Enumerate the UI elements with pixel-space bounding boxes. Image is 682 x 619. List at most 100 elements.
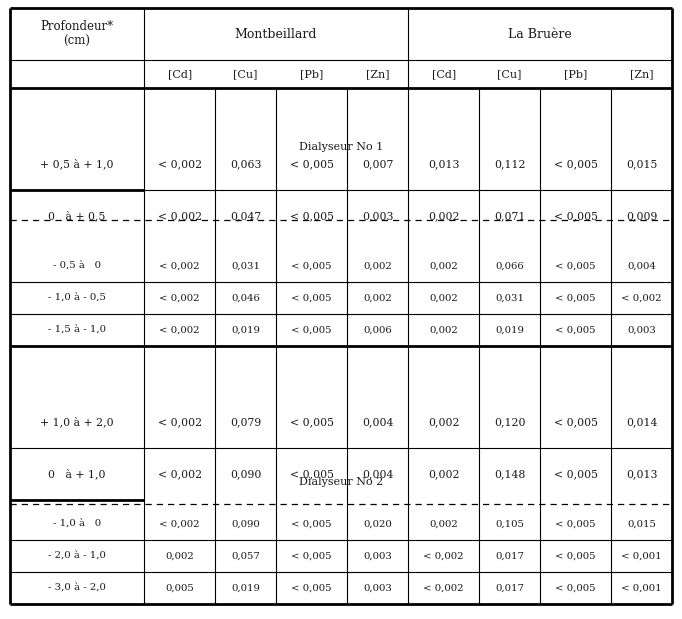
Text: < 0,005: < 0,005 bbox=[291, 519, 332, 529]
Text: < 0,001: < 0,001 bbox=[621, 584, 662, 592]
Text: < 0,002: < 0,002 bbox=[160, 519, 200, 529]
Text: 0,063: 0,063 bbox=[230, 159, 261, 169]
Text: < 0,005: < 0,005 bbox=[290, 417, 333, 427]
Text: 0,005: 0,005 bbox=[165, 584, 194, 592]
Text: < 0,002: < 0,002 bbox=[158, 159, 202, 169]
Text: [Cu]: [Cu] bbox=[233, 69, 258, 79]
Text: < 0,005: < 0,005 bbox=[291, 261, 332, 271]
Text: 0,002: 0,002 bbox=[429, 326, 458, 334]
Text: - 0,5 à   0: - 0,5 à 0 bbox=[53, 261, 101, 271]
Text: - 1,0 à - 0,5: - 1,0 à - 0,5 bbox=[48, 293, 106, 303]
Text: 0,007: 0,007 bbox=[362, 159, 394, 169]
Text: < 0,005: < 0,005 bbox=[554, 211, 597, 221]
Text: 0,004: 0,004 bbox=[362, 417, 394, 427]
Text: - 3,0 à - 2,0: - 3,0 à - 2,0 bbox=[48, 583, 106, 592]
Text: < 0,005: < 0,005 bbox=[554, 417, 597, 427]
Text: 0,004: 0,004 bbox=[627, 261, 656, 271]
Text: < 0,005: < 0,005 bbox=[555, 552, 596, 560]
Text: < 0,005: < 0,005 bbox=[291, 584, 332, 592]
Text: Montbeillard: Montbeillard bbox=[235, 27, 317, 40]
Text: 0,019: 0,019 bbox=[231, 584, 260, 592]
Text: < 0,002: < 0,002 bbox=[424, 584, 464, 592]
Text: 0,015: 0,015 bbox=[627, 519, 656, 529]
Text: 0,013: 0,013 bbox=[428, 159, 460, 169]
Text: 0,002: 0,002 bbox=[428, 469, 460, 479]
Text: 0,014: 0,014 bbox=[626, 417, 657, 427]
Text: < 0,005: < 0,005 bbox=[555, 519, 596, 529]
Text: + 0,5 à + 1,0: + 0,5 à + 1,0 bbox=[40, 158, 114, 170]
Text: 0,071: 0,071 bbox=[494, 211, 525, 221]
Text: [Pb]: [Pb] bbox=[564, 69, 587, 79]
Text: Dialyseur No 2: Dialyseur No 2 bbox=[299, 477, 383, 487]
Text: [Cd]: [Cd] bbox=[168, 69, 192, 79]
Text: 0,019: 0,019 bbox=[231, 326, 260, 334]
Text: [Zn]: [Zn] bbox=[629, 69, 653, 79]
Text: < 0,005: < 0,005 bbox=[290, 211, 333, 221]
Text: 0,020: 0,020 bbox=[364, 519, 392, 529]
Text: 0,002: 0,002 bbox=[364, 261, 392, 271]
Text: 0,047: 0,047 bbox=[230, 211, 261, 221]
Text: < 0,002: < 0,002 bbox=[158, 417, 202, 427]
Text: - 1,0 à   0: - 1,0 à 0 bbox=[53, 519, 101, 529]
Text: < 0,002: < 0,002 bbox=[158, 211, 202, 221]
Text: 0,148: 0,148 bbox=[494, 469, 525, 479]
Text: < 0,005: < 0,005 bbox=[291, 326, 332, 334]
Text: < 0,002: < 0,002 bbox=[621, 293, 662, 303]
Text: 0   à + 1,0: 0 à + 1,0 bbox=[48, 469, 106, 479]
Text: < 0,005: < 0,005 bbox=[291, 552, 332, 560]
Text: 0,090: 0,090 bbox=[230, 469, 261, 479]
Text: 0,003: 0,003 bbox=[627, 326, 656, 334]
Text: < 0,002: < 0,002 bbox=[160, 261, 200, 271]
Text: 0,120: 0,120 bbox=[494, 417, 525, 427]
Text: 0,003: 0,003 bbox=[364, 584, 392, 592]
Text: 0,017: 0,017 bbox=[495, 552, 524, 560]
Text: 0,017: 0,017 bbox=[495, 584, 524, 592]
Text: 0,003: 0,003 bbox=[362, 211, 394, 221]
Text: 0,031: 0,031 bbox=[231, 261, 260, 271]
Text: 0,002: 0,002 bbox=[165, 552, 194, 560]
Text: 0,002: 0,002 bbox=[428, 417, 460, 427]
Text: < 0,005: < 0,005 bbox=[555, 584, 596, 592]
Text: 0,015: 0,015 bbox=[626, 159, 657, 169]
Text: 0,002: 0,002 bbox=[429, 519, 458, 529]
Text: 0,046: 0,046 bbox=[231, 293, 260, 303]
Text: [Zn]: [Zn] bbox=[366, 69, 389, 79]
Text: 0,006: 0,006 bbox=[364, 326, 392, 334]
Text: 0,090: 0,090 bbox=[231, 519, 260, 529]
Text: < 0,002: < 0,002 bbox=[158, 469, 202, 479]
Text: La Bruère: La Bruère bbox=[508, 27, 572, 40]
Text: 0   à + 0,5: 0 à + 0,5 bbox=[48, 210, 106, 222]
Text: < 0,002: < 0,002 bbox=[160, 293, 200, 303]
Text: < 0,001: < 0,001 bbox=[621, 552, 662, 560]
Text: < 0,005: < 0,005 bbox=[291, 293, 332, 303]
Text: 0,019: 0,019 bbox=[495, 326, 524, 334]
Text: Profondeur*
(cm): Profondeur* (cm) bbox=[40, 20, 114, 48]
Text: < 0,005: < 0,005 bbox=[290, 159, 333, 169]
Text: 0,031: 0,031 bbox=[495, 293, 524, 303]
Text: 0,002: 0,002 bbox=[429, 261, 458, 271]
Text: [Cd]: [Cd] bbox=[432, 69, 456, 79]
Text: < 0,005: < 0,005 bbox=[555, 326, 596, 334]
Text: 0,002: 0,002 bbox=[364, 293, 392, 303]
Text: 0,009: 0,009 bbox=[626, 211, 657, 221]
Text: 0,112: 0,112 bbox=[494, 159, 525, 169]
Text: + 1,0 à + 2,0: + 1,0 à + 2,0 bbox=[40, 417, 114, 427]
Text: < 0,005: < 0,005 bbox=[555, 293, 596, 303]
Text: < 0,002: < 0,002 bbox=[160, 326, 200, 334]
Text: < 0,005: < 0,005 bbox=[554, 159, 597, 169]
Text: [Cu]: [Cu] bbox=[497, 69, 522, 79]
Text: [Pb]: [Pb] bbox=[300, 69, 323, 79]
Text: Dialyseur No 1: Dialyseur No 1 bbox=[299, 142, 383, 152]
Text: - 1,5 à - 1,0: - 1,5 à - 1,0 bbox=[48, 326, 106, 335]
Text: 0,003: 0,003 bbox=[364, 552, 392, 560]
Text: 0,105: 0,105 bbox=[495, 519, 524, 529]
Text: < 0,002: < 0,002 bbox=[424, 552, 464, 560]
Text: 0,066: 0,066 bbox=[495, 261, 524, 271]
Text: < 0,005: < 0,005 bbox=[554, 469, 597, 479]
Text: < 0,005: < 0,005 bbox=[290, 469, 333, 479]
Text: 0,002: 0,002 bbox=[428, 211, 460, 221]
Text: 0,004: 0,004 bbox=[362, 469, 394, 479]
Text: < 0,005: < 0,005 bbox=[555, 261, 596, 271]
Text: - 2,0 à - 1,0: - 2,0 à - 1,0 bbox=[48, 552, 106, 561]
Text: 0,057: 0,057 bbox=[231, 552, 260, 560]
